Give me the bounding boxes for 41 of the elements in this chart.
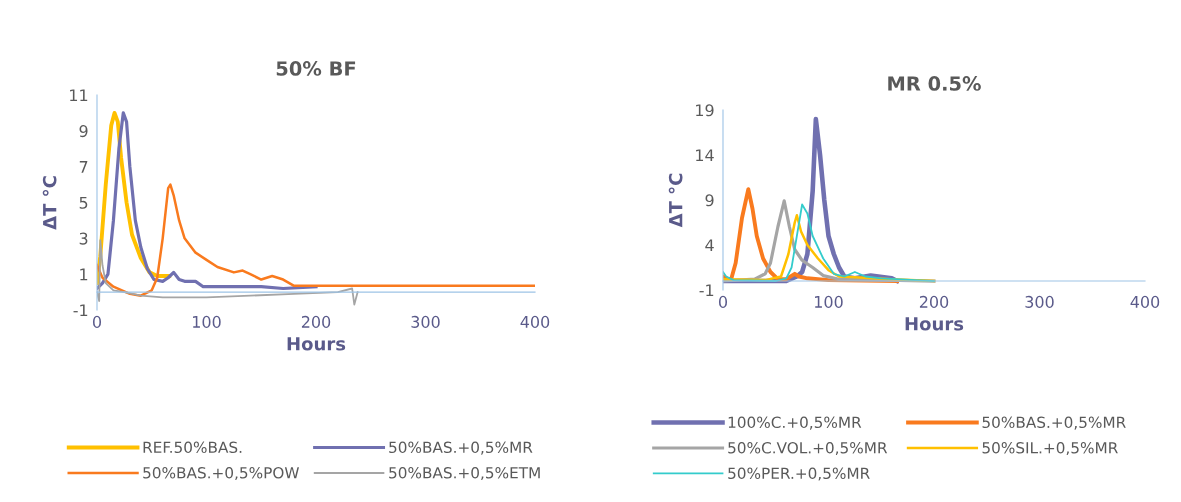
y-tick-label: 19 xyxy=(696,104,714,117)
y-tick-label: -1 xyxy=(73,304,88,317)
y-tick-label: 9 xyxy=(705,194,714,207)
y-tick-label: 1 xyxy=(80,268,88,281)
x-tick-label: 400 xyxy=(1130,295,1160,308)
legend-label: 50%BAS.+0,5%POW xyxy=(143,467,299,481)
y-tick-label: 3 xyxy=(79,232,88,245)
x-axis-title: Hours xyxy=(905,317,964,331)
legend-label: 50%BAS.+0,5%MR xyxy=(982,416,1126,430)
x-tick-label: 100 xyxy=(193,315,221,328)
x-tick-label: 400 xyxy=(520,315,550,328)
y-tick-label: 4 xyxy=(705,239,714,252)
y-axis-title: ΔT °C xyxy=(42,176,57,230)
x-tick-label: 0 xyxy=(718,295,728,308)
y-tick-label: -1 xyxy=(699,284,714,297)
x-tick-label: 300 xyxy=(1025,295,1054,308)
x-axis-title: Hours xyxy=(287,337,346,351)
chart-title: 50% BF xyxy=(276,61,356,76)
line-series xyxy=(97,111,318,291)
legend-label: 50%PER.+0,5%MR xyxy=(728,467,870,481)
x-tick-label: 200 xyxy=(919,295,949,308)
x-tick-label: 0 xyxy=(92,315,102,328)
legend-label: 50%C.VOL.+0,5%MR xyxy=(728,442,888,456)
y-axis-title: ΔT °C xyxy=(668,173,683,228)
line-series xyxy=(97,183,535,297)
line-series xyxy=(723,187,900,283)
x-tick-label: 300 xyxy=(411,315,440,328)
legend-label: 50%SIL.+0,5%MR xyxy=(982,442,1118,456)
legend-label: 100%C.+0,5%MR xyxy=(728,416,862,430)
y-tick-label: 5 xyxy=(79,196,88,209)
x-tick-label: 100 xyxy=(815,295,843,308)
x-tick-label: 200 xyxy=(301,315,331,328)
y-tick-label: 14 xyxy=(696,149,714,162)
y-tick-label: 11 xyxy=(70,89,88,102)
legend-label: REF.50%BAS. xyxy=(143,441,242,454)
y-tick-label: 9 xyxy=(79,125,88,138)
legend-label: 50%BAS.+0,5%ETM xyxy=(389,467,540,481)
y-tick-label: 7 xyxy=(79,161,88,173)
chart-title: MR 0.5% xyxy=(888,76,981,91)
legend-label: 50%BAS.+0,5%MR xyxy=(389,441,533,455)
line-series xyxy=(97,239,359,306)
